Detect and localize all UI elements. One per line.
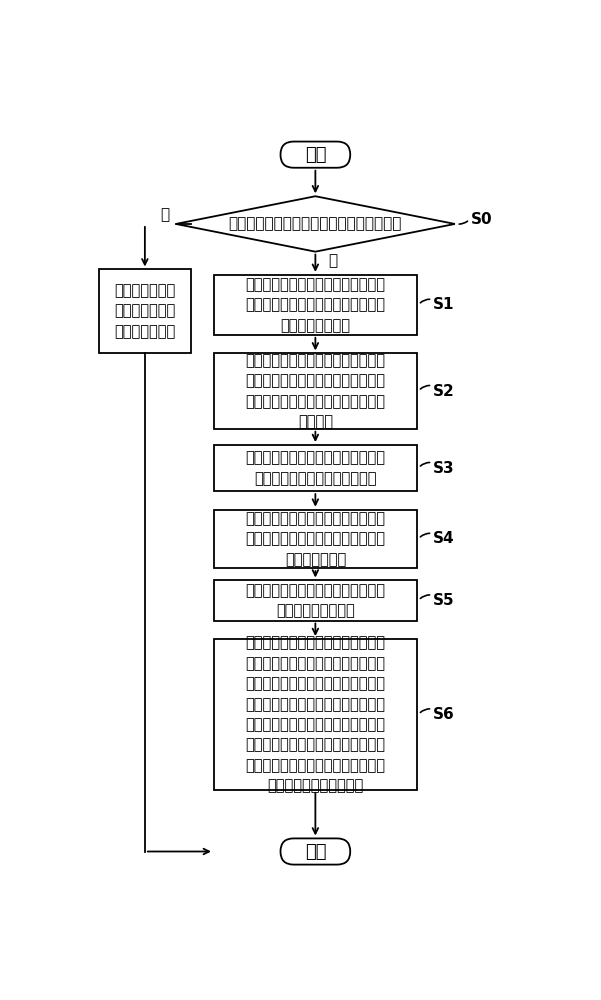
Text: 利用粒子群优化算法驱动更新粒子群
中的粒子向高似然概率区域运动: 利用粒子群优化算法驱动更新粒子群 中的粒子向高似然概率区域运动 xyxy=(245,450,385,486)
Text: 判断全球导航卫星定位系统的信号是否丢失: 判断全球导航卫星定位系统的信号是否丢失 xyxy=(229,216,402,231)
Text: 开始: 开始 xyxy=(305,146,326,164)
Bar xyxy=(214,639,417,790)
Text: 否: 否 xyxy=(328,253,337,268)
FancyBboxPatch shape xyxy=(281,838,350,865)
Bar xyxy=(214,353,417,429)
Text: S5: S5 xyxy=(433,593,455,608)
Text: 对更新粒子群中的各粒子进行重采样
以形成重采样粒子群: 对更新粒子群中的各粒子进行重采样 以形成重采样粒子群 xyxy=(245,583,385,618)
Text: 根据重采样粒子群的中心粒子的维度
确定捷联惯导系统的输出信息和全球
导航卫星定位系统的输出信息，并将
捷联惯导系统的输出信息和全球导航
卫星定位系统的输出信息带: 根据重采样粒子群的中心粒子的维度 确定捷联惯导系统的输出信息和全球 导航卫星定位… xyxy=(245,636,385,793)
Text: S0: S0 xyxy=(471,212,492,227)
Text: S6: S6 xyxy=(433,707,455,722)
Bar xyxy=(214,510,417,568)
Text: S4: S4 xyxy=(433,531,455,546)
Text: 对捷联惯导系统和全球导航卫星定位
系统建立初始粒子群，并确定初始粒
子群的粒子群参数: 对捷联惯导系统和全球导航卫星定位 系统建立初始粒子群，并确定初始粒 子群的粒子群… xyxy=(245,277,385,333)
Text: 根据捷联惯导系统的输出信息更新初
始粒子群，以形成更新粒子群，并获
取更新粒子群对应的捷联惯导系统的
输出信息: 根据捷联惯导系统的输出信息更新初 始粒子群，以形成更新粒子群，并获 取更新粒子群… xyxy=(245,353,385,429)
Text: 将捷联惯导系统
的输出信息作为
车辆的导航信息: 将捷联惯导系统 的输出信息作为 车辆的导航信息 xyxy=(114,283,175,339)
Bar xyxy=(214,445,417,491)
Bar xyxy=(214,275,417,335)
Text: S1: S1 xyxy=(433,297,455,312)
FancyBboxPatch shape xyxy=(281,142,350,168)
Bar xyxy=(99,269,191,353)
Text: S2: S2 xyxy=(433,384,455,399)
Text: 是: 是 xyxy=(160,207,169,222)
Text: S3: S3 xyxy=(433,461,455,476)
Text: 利用粒子滤波算法计算更新粒子群中
的各粒子的粒子权重，并对粒子权重
进行归一化处理: 利用粒子滤波算法计算更新粒子群中 的各粒子的粒子权重，并对粒子权重 进行归一化处… xyxy=(245,511,385,567)
Text: 结束: 结束 xyxy=(305,842,326,860)
Polygon shape xyxy=(176,196,455,252)
Bar xyxy=(214,580,417,620)
